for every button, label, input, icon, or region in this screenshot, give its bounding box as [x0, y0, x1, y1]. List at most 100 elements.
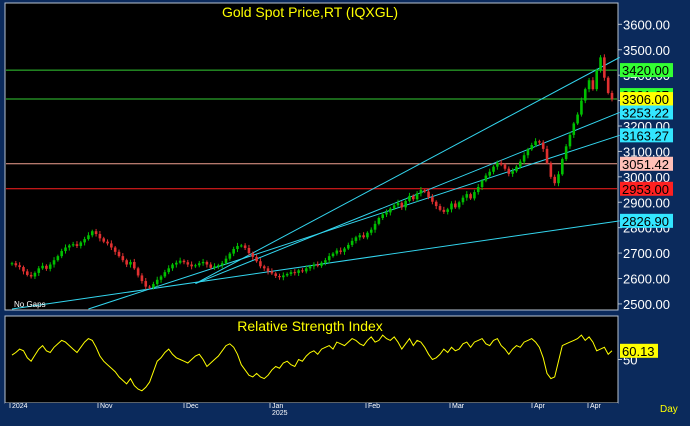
candle-body: [545, 148, 549, 163]
candle-body: [152, 284, 155, 288]
price-label-text: 2826.90: [622, 214, 669, 229]
candle-body: [591, 80, 595, 90]
candle-body: [18, 265, 21, 268]
candle-body: [389, 208, 392, 213]
candle-body: [465, 194, 469, 198]
candle-body: [610, 92, 614, 100]
candle-body: [446, 209, 449, 212]
x-month-label: Jan: [272, 403, 283, 410]
candle-body: [526, 149, 530, 156]
candle-body: [499, 162, 503, 165]
trendline: [195, 112, 620, 285]
candle-body: [354, 237, 358, 241]
candle-body: [324, 260, 327, 263]
candle-body: [201, 261, 205, 264]
rsi-last-value-box: [620, 343, 658, 358]
rsi-last-value-label: 60.13: [622, 344, 655, 359]
candle-body: [190, 264, 193, 267]
price-chart-title: Gold Spot Price,RT (IQXGL): [222, 4, 398, 20]
candle-body: [331, 253, 335, 257]
candle-body: [94, 231, 98, 235]
candle-body: [587, 80, 591, 90]
price-label-box: [620, 213, 673, 228]
candle-body: [553, 176, 556, 184]
candle-body: [121, 256, 125, 261]
candle-body: [132, 261, 136, 269]
rsi-chart-title: Relative Strength Index: [237, 318, 383, 334]
price-y-tick-label: 3000.00: [623, 170, 670, 185]
trendline: [195, 56, 620, 285]
candle-body: [167, 268, 170, 273]
candle-body: [396, 202, 400, 206]
price-y-tick-label: 2900.00: [623, 195, 670, 210]
candle-body: [87, 235, 90, 240]
candle-body: [171, 264, 174, 269]
candle-body: [163, 272, 167, 277]
candle-body: [557, 174, 560, 184]
candle-body: [434, 201, 438, 207]
candle-body: [358, 235, 362, 238]
candle-body: [251, 253, 255, 257]
candle-body: [259, 261, 262, 267]
candle-body: [316, 264, 320, 266]
candle-body: [473, 192, 476, 199]
candle-body: [274, 273, 277, 276]
candle-body: [159, 276, 163, 280]
candle-body: [599, 57, 602, 71]
candle-body: [339, 250, 342, 252]
price-label-text: 3306.00: [622, 92, 669, 107]
candle-body: [366, 232, 369, 238]
x-month-label: 2024: [12, 403, 28, 410]
candle-body: [136, 268, 140, 276]
candle-body: [320, 262, 323, 266]
candle-body: [285, 273, 289, 276]
candle-body: [442, 209, 446, 212]
candle-body: [595, 70, 599, 90]
candle-body: [377, 218, 381, 224]
candle-body: [262, 266, 266, 269]
price-label-box: [620, 181, 673, 196]
candle-body: [538, 141, 541, 143]
candle-body: [583, 89, 587, 101]
candle-body: [37, 268, 41, 273]
candle-body: [492, 166, 495, 172]
candle-body: [60, 251, 63, 257]
candle-body: [224, 258, 228, 264]
price-y-tick-label: 2500.00: [623, 297, 670, 312]
candle-body: [564, 146, 568, 160]
candle-body: [178, 260, 182, 263]
candle-body: [278, 275, 281, 278]
rsi-line: [11, 334, 613, 392]
candle-body: [347, 244, 350, 249]
rsi-plot-area: [4, 315, 619, 404]
candle-body: [14, 263, 18, 266]
candle-body: [427, 191, 430, 198]
candle-body: [293, 272, 297, 274]
candle-body: [56, 256, 60, 261]
candle-body: [83, 239, 86, 243]
candle-body: [266, 268, 270, 272]
candle-body: [117, 251, 121, 257]
candle-body: [125, 260, 128, 265]
candle-body: [400, 202, 404, 208]
candle-body: [282, 275, 285, 278]
x-month-label: Apr: [590, 403, 602, 410]
candle-body: [209, 264, 213, 268]
candle-body: [232, 249, 235, 254]
candle-body: [476, 187, 480, 193]
date-axis: [5, 403, 618, 417]
price-label-box: [620, 63, 673, 78]
period-label: Day: [660, 404, 678, 415]
x-month-label: Nov: [100, 403, 113, 410]
candle-body: [48, 264, 52, 269]
price-label-text: 3051.42: [622, 157, 669, 172]
candle-body: [335, 250, 339, 254]
candle-body: [194, 265, 197, 267]
candle-body: [404, 200, 407, 208]
candle-body: [25, 271, 29, 275]
candle-body: [68, 245, 71, 248]
candle-body: [530, 145, 534, 150]
candle-body: [228, 253, 232, 259]
candle-body: [304, 268, 308, 272]
candle-body: [270, 271, 274, 274]
